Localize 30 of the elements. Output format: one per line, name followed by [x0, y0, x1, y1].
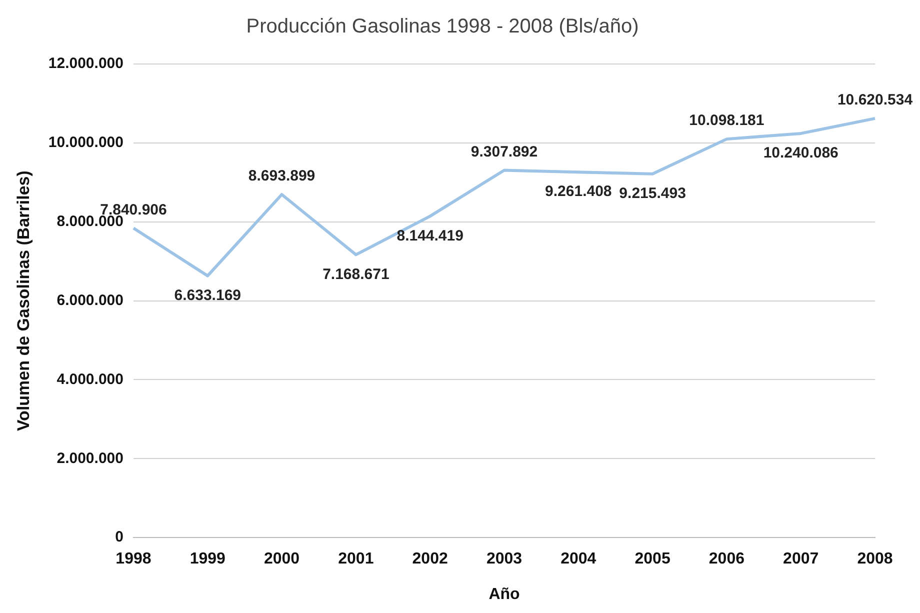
x-tick-label: 2000 [264, 550, 300, 568]
x-tick-label: 2004 [560, 550, 596, 568]
x-tick-label: 2006 [708, 550, 745, 568]
data-label: 10.098.181 [689, 112, 764, 130]
data-label: 7.168.671 [322, 266, 390, 283]
data-label: 10.620.534 [837, 92, 914, 109]
data-label: 8.693.899 [248, 168, 316, 185]
data-label: 6.633.169 [174, 286, 241, 304]
y-tick-label: 12.000.000 [48, 55, 124, 72]
x-tick-label: 2008 [857, 550, 893, 568]
y-tick-label: 2.000.000 [56, 450, 124, 467]
x-axis-title: Año [488, 586, 520, 603]
x-tick-label: 1998 [116, 550, 152, 568]
y-tick-label: 0 [115, 528, 124, 546]
y-axis-title: Volumen de Gasolinas (Barriles) [14, 170, 33, 432]
x-tick-label: 2003 [486, 550, 522, 568]
x-tick-label: 2002 [412, 550, 448, 568]
data-label: 8.144.419 [396, 227, 464, 244]
y-tick-label: 6.000.000 [56, 292, 124, 309]
data-label: 10.240.086 [763, 144, 838, 162]
y-tick-label: 4.000.000 [56, 370, 124, 388]
data-label: 9.261.408 [545, 183, 612, 200]
x-tick-label: 1999 [190, 550, 226, 568]
x-tick-label: 2005 [634, 550, 670, 568]
x-tick-label: 2001 [338, 550, 374, 568]
data-label: 9.307.892 [470, 143, 538, 160]
y-tick-label: 10.000.000 [48, 134, 124, 152]
data-label: 9.215.493 [619, 185, 686, 202]
x-tick-label: 2007 [783, 550, 819, 568]
chart-title: Producción Gasolinas 1998 - 2008 (Bls/año) [246, 16, 639, 38]
